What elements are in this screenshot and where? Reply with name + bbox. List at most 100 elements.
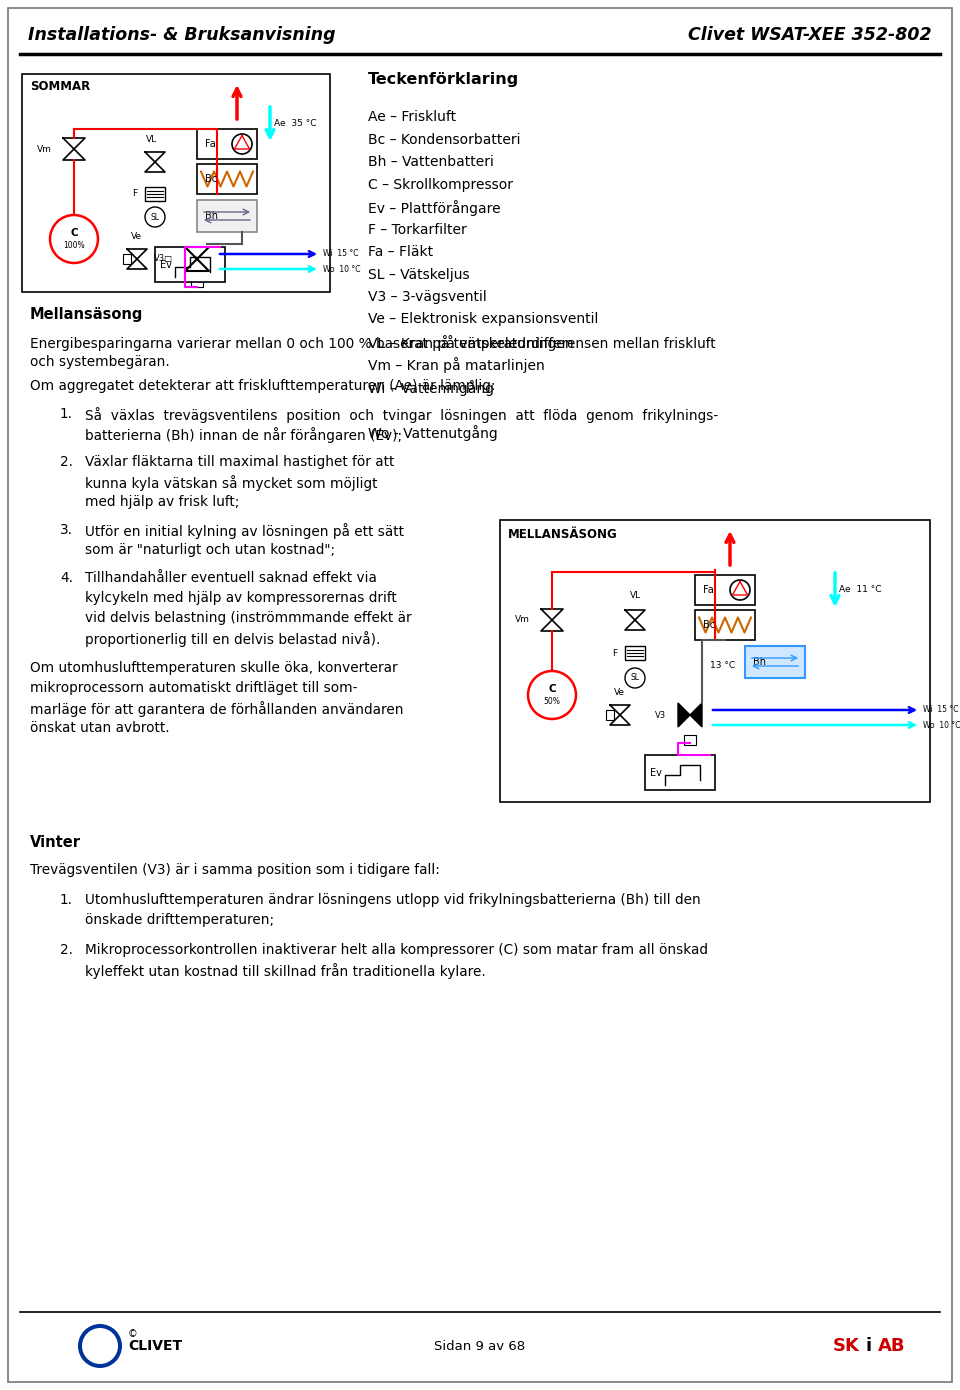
Text: Ve – Elektronisk expansionsventil: Ve – Elektronisk expansionsventil xyxy=(368,313,598,327)
Text: VL: VL xyxy=(630,591,640,600)
Text: SOMMAR: SOMMAR xyxy=(30,81,90,93)
Text: Ev: Ev xyxy=(650,769,661,778)
Text: C: C xyxy=(548,684,556,694)
Text: kylcykeln med hjälp av kompressorernas drift: kylcykeln med hjälp av kompressorernas d… xyxy=(85,591,396,605)
Text: mikroprocessorn automatiskt driftläget till som-: mikroprocessorn automatiskt driftläget t… xyxy=(30,681,357,695)
Text: Utför en initial kylning av lösningen på ett sätt: Utför en initial kylning av lösningen på… xyxy=(85,523,404,539)
Text: marläge för att garantera de förhållanden användaren: marläge för att garantera de förhållande… xyxy=(30,701,403,717)
Text: 1.: 1. xyxy=(60,892,73,908)
Text: 1.: 1. xyxy=(60,407,73,421)
Text: V3□: V3□ xyxy=(154,254,173,264)
Text: AB: AB xyxy=(878,1337,905,1355)
Text: Installations- & Bruksanvisning: Installations- & Bruksanvisning xyxy=(28,26,336,44)
Text: Teckenförklaring: Teckenförklaring xyxy=(368,72,519,88)
Text: Wo  10 °C: Wo 10 °C xyxy=(323,264,361,274)
Circle shape xyxy=(78,1325,122,1368)
Text: proportionerlig till en delvis belastad nivå).: proportionerlig till en delvis belastad … xyxy=(85,631,380,646)
Text: i: i xyxy=(866,1337,872,1355)
Text: SL: SL xyxy=(631,674,639,682)
Text: Wo - Vattenutgång: Wo - Vattenutgång xyxy=(368,425,497,441)
Text: C: C xyxy=(70,228,78,238)
Text: vid delvis belastning (inströmmmande effekt är: vid delvis belastning (inströmmmande eff… xyxy=(85,612,412,626)
Text: 2.: 2. xyxy=(60,455,73,468)
Text: Bc – Kondensorbatteri: Bc – Kondensorbatteri xyxy=(368,132,520,146)
Text: Vm – Kran på matarlinjen: Vm – Kran på matarlinjen xyxy=(368,357,544,374)
Text: Wo  10 °C: Wo 10 °C xyxy=(923,720,960,730)
Text: Vm: Vm xyxy=(37,145,52,153)
Text: VL – Kran på vätskeledningen: VL – Kran på vätskeledningen xyxy=(368,335,574,350)
Text: som är "naturligt och utan kostnad";: som är "naturligt och utan kostnad"; xyxy=(85,543,335,557)
Text: och systembegäran.: och systembegäran. xyxy=(30,354,170,368)
Text: Mikroprocessorkontrollen inaktiverar helt alla kompressorer (C) som matar fram a: Mikroprocessorkontrollen inaktiverar hel… xyxy=(85,942,708,956)
Text: Utomhuslufttemperaturen ändrar lösningens utlopp vid frikylningsbatterierna (Bh): Utomhuslufttemperaturen ändrar lösningen… xyxy=(85,892,701,908)
Text: SK: SK xyxy=(833,1337,860,1355)
Text: Om utomhuslufttemperaturen skulle öka, konverterar: Om utomhuslufttemperaturen skulle öka, k… xyxy=(30,662,397,676)
Text: 13 °C: 13 °C xyxy=(709,660,735,670)
Text: Fa: Fa xyxy=(703,585,713,595)
Text: Ev – Plattförångare: Ev – Plattförångare xyxy=(368,200,500,215)
FancyBboxPatch shape xyxy=(695,610,755,639)
Text: Om aggregatet detekterar att frisklufttemperaturen (Ae) är lämplig:: Om aggregatet detekterar att friskluftte… xyxy=(30,379,495,393)
FancyBboxPatch shape xyxy=(645,755,715,790)
Text: CLIVET: CLIVET xyxy=(128,1339,182,1352)
Circle shape xyxy=(232,133,252,154)
Text: 100%: 100% xyxy=(63,242,84,250)
Text: Bh: Bh xyxy=(205,211,218,221)
Text: Fa – Fläkt: Fa – Fläkt xyxy=(368,245,433,259)
Text: MELLANSÄSONG: MELLANSÄSONG xyxy=(508,528,617,541)
Text: F: F xyxy=(612,649,617,657)
Text: Sidan 9 av 68: Sidan 9 av 68 xyxy=(435,1340,525,1352)
Text: kunna kyla vätskan så mycket som möjligt: kunna kyla vätskan så mycket som möjligt xyxy=(85,475,377,491)
FancyBboxPatch shape xyxy=(606,710,614,720)
FancyBboxPatch shape xyxy=(155,247,225,282)
Text: 2.: 2. xyxy=(60,942,73,956)
Circle shape xyxy=(528,671,576,719)
Circle shape xyxy=(50,215,98,263)
FancyBboxPatch shape xyxy=(625,646,645,660)
Circle shape xyxy=(82,1327,118,1364)
Polygon shape xyxy=(197,247,209,271)
Text: V3 – 3-vägsventil: V3 – 3-vägsventil xyxy=(368,291,487,304)
Text: Wi  15 °C: Wi 15 °C xyxy=(923,706,958,714)
Text: Bc: Bc xyxy=(703,620,715,630)
Polygon shape xyxy=(185,247,197,271)
Text: Wi  15 °C: Wi 15 °C xyxy=(323,249,358,259)
Circle shape xyxy=(730,580,750,600)
Text: Ve: Ve xyxy=(131,232,142,240)
Polygon shape xyxy=(690,703,702,727)
FancyBboxPatch shape xyxy=(197,200,257,232)
Text: Tillhandahåller eventuell saknad effekt via: Tillhandahåller eventuell saknad effekt … xyxy=(85,571,377,585)
Text: VL: VL xyxy=(145,135,156,145)
Text: Ev: Ev xyxy=(160,260,172,270)
Circle shape xyxy=(625,669,645,688)
Text: Wi – Vatteningång: Wi – Vatteningång xyxy=(368,379,494,396)
FancyBboxPatch shape xyxy=(197,129,257,158)
FancyBboxPatch shape xyxy=(695,575,755,605)
Text: önskat utan avbrott.: önskat utan avbrott. xyxy=(30,721,170,735)
Text: Vinter: Vinter xyxy=(30,835,81,851)
Text: Trevägsventilen (V3) är i samma position som i tidigare fall:: Trevägsventilen (V3) är i samma position… xyxy=(30,863,440,877)
Text: batterierna (Bh) innan de når förångaren (Ev);: batterierna (Bh) innan de når förångaren… xyxy=(85,427,402,443)
Text: 4.: 4. xyxy=(60,571,73,585)
Text: 50%: 50% xyxy=(543,698,561,706)
FancyBboxPatch shape xyxy=(145,188,165,202)
FancyBboxPatch shape xyxy=(191,277,203,286)
Text: C – Skrollkompressor: C – Skrollkompressor xyxy=(368,178,513,192)
Text: F – Torkarfilter: F – Torkarfilter xyxy=(368,222,467,236)
Text: Bh – Vattenbatteri: Bh – Vattenbatteri xyxy=(368,156,493,170)
Text: Clivet WSAT-XEE 352-802: Clivet WSAT-XEE 352-802 xyxy=(688,26,932,44)
Text: SL: SL xyxy=(151,213,159,221)
Text: Ae  11 °C: Ae 11 °C xyxy=(839,585,881,595)
Text: Ve: Ve xyxy=(614,688,625,696)
Text: F: F xyxy=(132,189,137,199)
Text: kyleffekt utan kostnad till skillnad från traditionella kylare.: kyleffekt utan kostnad till skillnad frå… xyxy=(85,963,486,979)
FancyBboxPatch shape xyxy=(745,646,805,678)
Text: Mellansäsong: Mellansäsong xyxy=(30,307,143,322)
Text: Ae  35 °C: Ae 35 °C xyxy=(274,120,317,128)
Text: Ae – Friskluft: Ae – Friskluft xyxy=(368,110,456,124)
FancyBboxPatch shape xyxy=(197,164,257,195)
Text: V3: V3 xyxy=(655,710,666,720)
FancyBboxPatch shape xyxy=(22,74,330,292)
Text: önskade drifttemperaturen;: önskade drifttemperaturen; xyxy=(85,913,275,927)
Text: Fa: Fa xyxy=(205,139,216,149)
